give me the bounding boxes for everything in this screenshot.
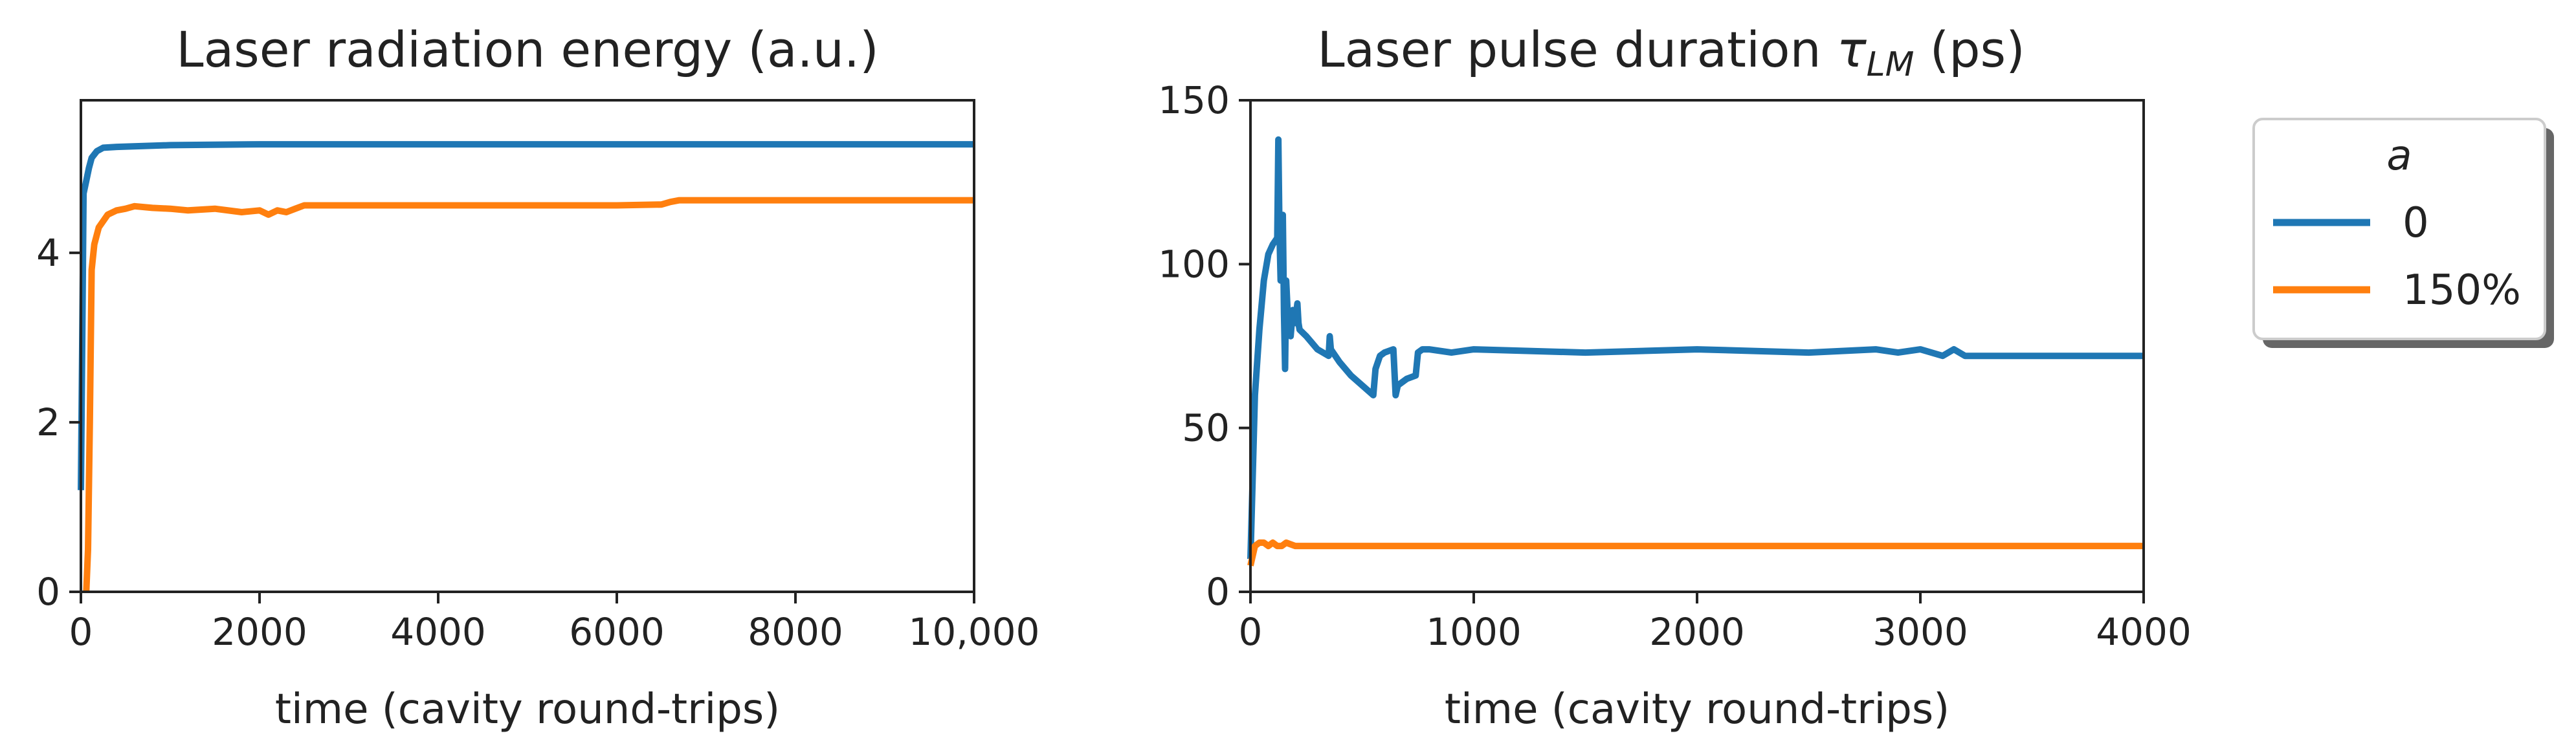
pulse-y-tick-label: 150 bbox=[1158, 78, 1230, 122]
energy-x-ticks: 0 2000 4000 6000 8000 10,000 bbox=[69, 592, 1040, 654]
legend-label-1: 150% bbox=[2403, 266, 2521, 314]
energy-y-tick-label: 0 bbox=[36, 570, 60, 614]
legend-title: a bbox=[2386, 132, 2412, 180]
pulse-series-line-1 bbox=[1247, 539, 2144, 567]
pulse-y-tick-label: 50 bbox=[1182, 406, 1230, 450]
pulse-x-tick-label: 4000 bbox=[2096, 610, 2192, 654]
pulse-title-tau: τ bbox=[1837, 21, 1867, 78]
pulse-x-tick-label: 2000 bbox=[1649, 610, 1745, 654]
energy-y-tick-label: 4 bbox=[36, 231, 60, 275]
pulse-x-tick-label: 1000 bbox=[1426, 610, 1522, 654]
energy-series-line-0 bbox=[78, 141, 974, 490]
legend-label-0: 0 bbox=[2403, 199, 2429, 247]
legend: a 0 150% bbox=[2252, 118, 2554, 348]
pulse-duration-chart-title: Laser pulse duration τLM (ps) bbox=[1317, 21, 2025, 84]
pulse-x-ticks: 0 1000 2000 3000 4000 bbox=[1239, 592, 2192, 654]
energy-chart-title: Laser radiation energy (a.u.) bbox=[176, 21, 879, 78]
pulse-series-line-0 bbox=[1247, 136, 2144, 559]
energy-x-tick-label: 10,000 bbox=[909, 610, 1040, 654]
pulse-title-main: Laser pulse duration bbox=[1317, 21, 1837, 78]
energy-series-line-1 bbox=[83, 197, 974, 592]
energy-axes-frame bbox=[80, 99, 975, 593]
pulse-duration-chart: Laser pulse duration τLM (ps) 0 1000 2000 3… bbox=[1158, 21, 2192, 733]
pulse-axes-frame bbox=[1249, 99, 2145, 593]
energy-y-tick-label: 2 bbox=[36, 400, 60, 444]
energy-x-tick-label: 2000 bbox=[212, 610, 307, 654]
energy-x-tick-label: 8000 bbox=[748, 610, 843, 654]
pulse-x-axis-label: time (cavity round-trips) bbox=[1445, 686, 1949, 733]
pulse-x-tick-label: 3000 bbox=[1872, 610, 1968, 654]
pulse-title-sub: LM bbox=[1867, 45, 1915, 84]
pulse-title-end: (ps) bbox=[1915, 21, 2025, 78]
pulse-x-tick-label: 0 bbox=[1239, 610, 1263, 654]
pulse-y-tick-label: 0 bbox=[1206, 570, 1230, 614]
legend-box bbox=[2252, 118, 2546, 340]
energy-x-tick-label: 4000 bbox=[390, 610, 486, 654]
energy-x-tick-label: 0 bbox=[69, 610, 93, 654]
pulse-y-tick-label: 100 bbox=[1158, 242, 1230, 286]
energy-x-tick-label: 6000 bbox=[569, 610, 665, 654]
energy-x-axis-label: time (cavity round-trips) bbox=[275, 686, 780, 733]
pulse-y-ticks: 0 50 100 150 bbox=[1158, 78, 1250, 614]
energy-y-ticks: 0 2 4 bbox=[36, 231, 81, 614]
pulse-plot-area bbox=[1247, 136, 2144, 567]
energy-chart: Laser radiation energy (a.u.) 0 2000 4000 6… bbox=[36, 21, 1039, 733]
energy-plot-area bbox=[78, 141, 974, 592]
